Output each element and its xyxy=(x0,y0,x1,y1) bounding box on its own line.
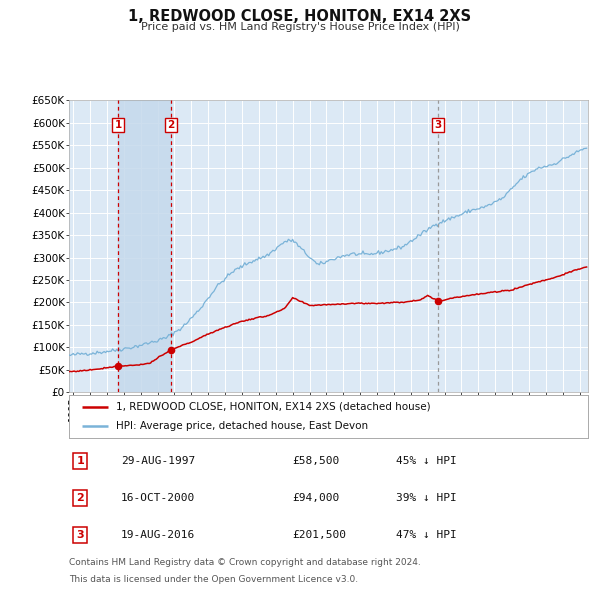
Text: £94,000: £94,000 xyxy=(292,493,340,503)
Text: 19-AUG-2016: 19-AUG-2016 xyxy=(121,530,195,540)
Text: £201,500: £201,500 xyxy=(292,530,346,540)
Text: 2: 2 xyxy=(167,120,175,130)
Text: 16-OCT-2000: 16-OCT-2000 xyxy=(121,493,195,503)
Text: 3: 3 xyxy=(434,120,442,130)
Text: 1, REDWOOD CLOSE, HONITON, EX14 2XS: 1, REDWOOD CLOSE, HONITON, EX14 2XS xyxy=(128,9,472,24)
Text: 45% ↓ HPI: 45% ↓ HPI xyxy=(396,456,457,466)
Text: HPI: Average price, detached house, East Devon: HPI: Average price, detached house, East… xyxy=(116,421,368,431)
Text: 1: 1 xyxy=(77,456,84,466)
Text: 29-AUG-1997: 29-AUG-1997 xyxy=(121,456,195,466)
Bar xyxy=(118,100,171,392)
Text: 3: 3 xyxy=(77,530,84,540)
Text: 1: 1 xyxy=(115,120,122,130)
Text: 2: 2 xyxy=(77,493,84,503)
Text: 1, REDWOOD CLOSE, HONITON, EX14 2XS (detached house): 1, REDWOOD CLOSE, HONITON, EX14 2XS (det… xyxy=(116,402,430,412)
Text: Price paid vs. HM Land Registry's House Price Index (HPI): Price paid vs. HM Land Registry's House … xyxy=(140,22,460,32)
Text: 47% ↓ HPI: 47% ↓ HPI xyxy=(396,530,457,540)
Text: This data is licensed under the Open Government Licence v3.0.: This data is licensed under the Open Gov… xyxy=(69,575,358,584)
Text: Contains HM Land Registry data © Crown copyright and database right 2024.: Contains HM Land Registry data © Crown c… xyxy=(69,558,421,567)
Text: £58,500: £58,500 xyxy=(292,456,340,466)
Text: 39% ↓ HPI: 39% ↓ HPI xyxy=(396,493,457,503)
